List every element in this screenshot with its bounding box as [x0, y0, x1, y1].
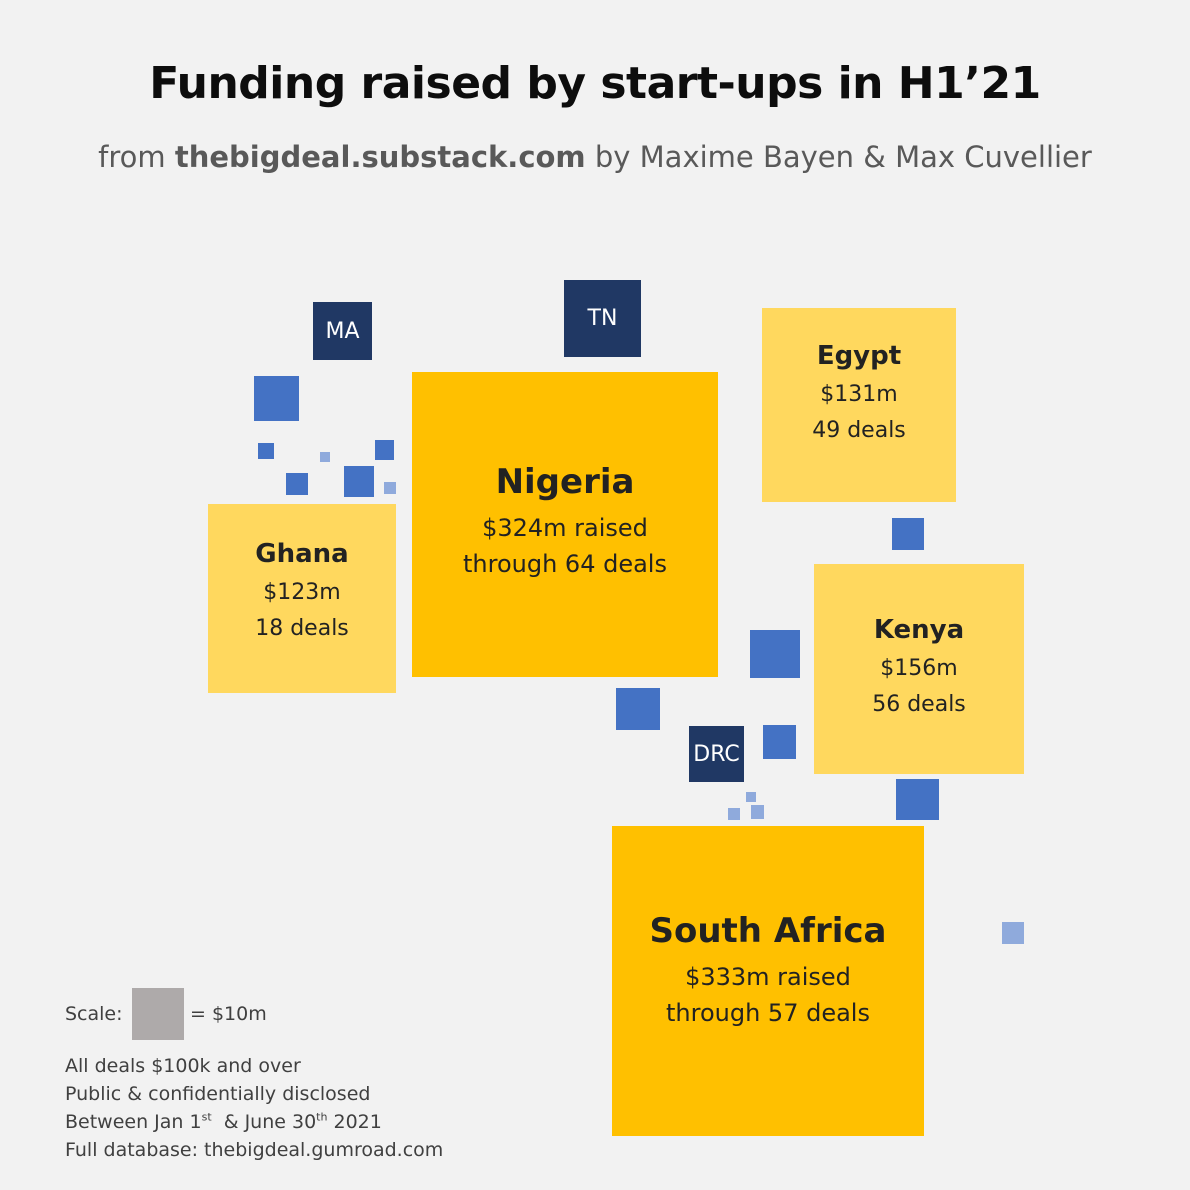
country-square-ma: MA	[313, 302, 372, 360]
country-square-ghana: Ghana $123m 18 deals	[208, 504, 396, 693]
country-square	[751, 805, 764, 819]
subtitle-prefix: from	[98, 140, 175, 174]
country-name: Nigeria	[495, 461, 635, 502]
country-deals: 56 deals	[872, 692, 966, 717]
country-square	[728, 808, 740, 820]
country-name: Egypt	[816, 341, 902, 371]
country-square-nigeria: Nigeria $324m raised through 64 deals	[412, 372, 718, 677]
country-code-label: TN	[587, 306, 618, 331]
subtitle-suffix: by Maxime Bayen & Max Cuvellier	[585, 140, 1092, 174]
chart-subtitle: from thebigdeal.substack.com by Maxime B…	[0, 140, 1190, 174]
country-code-label: MA	[325, 318, 360, 344]
country-name: Kenya	[873, 615, 965, 645]
note-period: Between Jan 1st & June 30th 2021	[65, 1108, 443, 1136]
note-period-mid: & June 30	[211, 1111, 317, 1133]
chart-title: Funding raised by start-ups in H1’21	[149, 58, 1041, 109]
scale-square	[132, 988, 184, 1040]
country-deals: 18 deals	[255, 615, 349, 641]
country-square	[320, 452, 330, 462]
country-square	[746, 792, 756, 802]
country-amount: $131m	[820, 382, 898, 407]
country-square	[763, 725, 796, 759]
note-database: Full database: thebigdeal.gumroad.com	[65, 1139, 444, 1161]
country-square-drc: DRC	[689, 726, 744, 782]
country-name: South Africa	[649, 911, 887, 951]
note-period-end: 2021	[327, 1111, 382, 1133]
country-square	[254, 376, 299, 421]
country-deals: through 64 deals	[463, 549, 667, 578]
country-square-south-africa: South Africa $333m raised through 57 dea…	[612, 826, 924, 1136]
country-square	[286, 473, 308, 495]
country-square	[1002, 922, 1024, 944]
country-amount: $123m	[263, 579, 341, 605]
country-square	[258, 443, 274, 459]
country-deals: through 57 deals	[666, 999, 870, 1027]
country-square	[896, 779, 939, 820]
note-period-sup: st	[201, 1110, 212, 1124]
note-period-sup: th	[316, 1110, 328, 1124]
country-square	[344, 466, 374, 497]
footnotes: All deals $100k and over Public & confid…	[65, 1052, 443, 1164]
country-amount: $156m	[880, 656, 958, 681]
scale-value: = $10m	[190, 1003, 267, 1025]
country-name: Ghana	[255, 538, 349, 569]
country-square-egypt: Egypt $131m 49 deals	[762, 308, 956, 502]
country-square	[375, 440, 394, 460]
country-square	[892, 518, 924, 550]
note-threshold: All deals $100k and over	[65, 1055, 301, 1077]
note-period-start: Between Jan 1	[65, 1111, 202, 1133]
subtitle-source: thebigdeal.substack.com	[174, 140, 586, 174]
country-square-kenya: Kenya $156m 56 deals	[814, 564, 1024, 774]
country-amount: $333m raised	[685, 963, 851, 991]
country-square-tn: TN	[564, 280, 641, 357]
scale-label: Scale:	[65, 1003, 123, 1025]
country-amount: $324m raised	[482, 513, 648, 542]
country-code-label: DRC	[693, 741, 740, 767]
country-deals: 49 deals	[812, 418, 906, 443]
country-square	[616, 688, 660, 730]
country-square	[384, 482, 396, 494]
country-square	[750, 630, 800, 678]
note-disclosure: Public & confidentially disclosed	[65, 1083, 371, 1105]
